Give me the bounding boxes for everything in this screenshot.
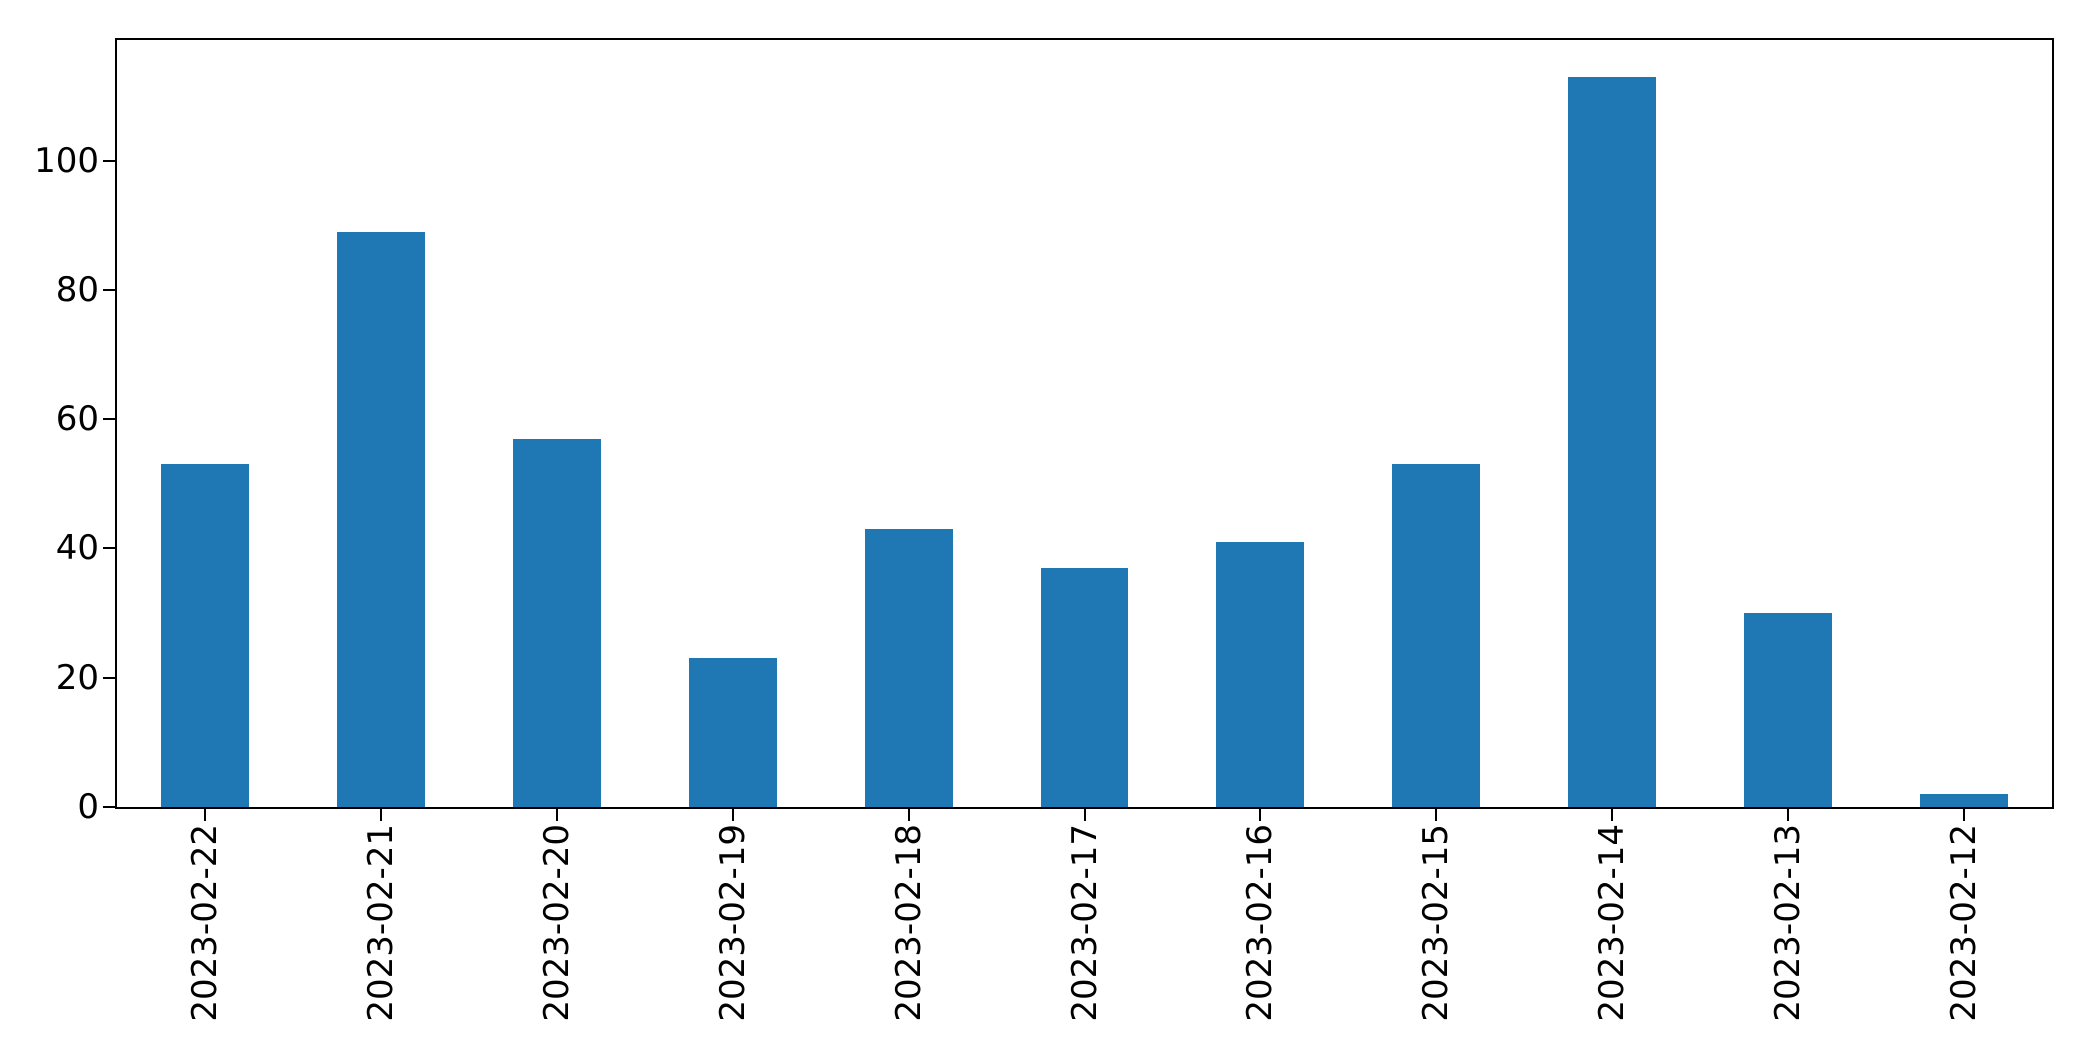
y-tick-label: 100	[34, 140, 99, 181]
x-tick-label: 2023-02-17	[1064, 824, 1105, 1022]
x-tick-mark	[731, 809, 734, 821]
y-tick-mark	[103, 806, 115, 808]
y-tick-mark	[103, 547, 115, 550]
bar-2023-02-12	[1920, 794, 2009, 807]
bar-2023-02-20	[512, 438, 601, 807]
x-tick-mark	[379, 809, 382, 821]
x-tick-mark	[1787, 809, 1790, 821]
x-tick-mark	[1611, 809, 1614, 821]
y-tick-label: 80	[55, 269, 99, 310]
y-tick-label: 0	[77, 787, 99, 827]
x-tick-label: 2023-02-15	[1416, 824, 1457, 1022]
bar-2023-02-22	[160, 464, 249, 807]
x-tick-label: 2023-02-18	[888, 824, 929, 1022]
x-tick-mark	[1435, 809, 1438, 821]
y-tick-label: 40	[55, 528, 99, 569]
bar-2023-02-21	[336, 231, 425, 807]
y-tick-mark	[103, 676, 115, 679]
bar-2023-02-17	[1040, 567, 1129, 807]
x-tick-label: 2023-02-22	[184, 824, 225, 1022]
x-tick-mark	[907, 809, 910, 821]
bar-2023-02-14	[1568, 76, 1657, 807]
y-tick-mark	[103, 288, 115, 291]
bar-2023-02-13	[1744, 613, 1833, 807]
bar-2023-02-16	[1216, 541, 1305, 807]
y-tick-label: 60	[55, 399, 99, 440]
x-tick-label: 2023-02-14	[1592, 824, 1633, 1022]
y-tick-label: 20	[55, 657, 99, 698]
x-tick-label: 2023-02-20	[536, 824, 577, 1022]
x-tick-mark	[1259, 809, 1262, 821]
x-tick-mark	[1963, 809, 1966, 821]
x-tick-label: 2023-02-16	[1240, 824, 1281, 1022]
x-tick-label: 2023-02-13	[1768, 824, 1809, 1022]
bar-2023-02-15	[1392, 464, 1481, 807]
x-tick-mark	[1083, 809, 1086, 821]
x-tick-mark	[555, 809, 558, 821]
x-tick-label: 2023-02-21	[360, 824, 401, 1022]
y-tick-mark	[103, 418, 115, 421]
plot-area	[115, 38, 2054, 809]
y-tick-mark	[103, 159, 115, 162]
bar-2023-02-18	[864, 529, 953, 807]
x-tick-label: 2023-02-19	[712, 824, 753, 1022]
bar-2023-02-19	[688, 658, 777, 807]
x-tick-mark	[203, 809, 206, 821]
x-tick-label: 2023-02-12	[1944, 824, 1985, 1022]
